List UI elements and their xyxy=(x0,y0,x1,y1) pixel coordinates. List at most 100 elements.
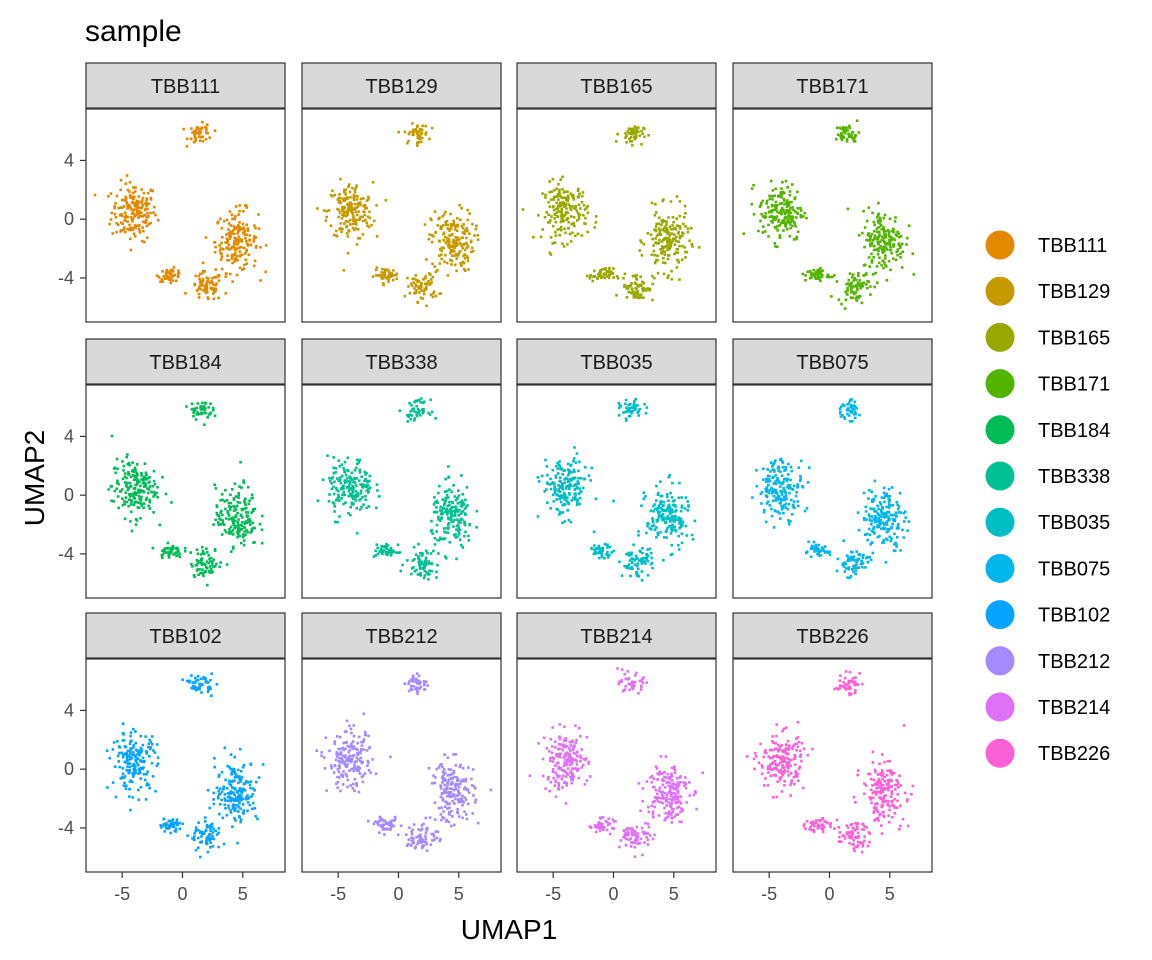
data-point xyxy=(218,244,221,247)
data-point xyxy=(135,475,138,478)
data-point xyxy=(236,232,239,235)
data-point xyxy=(646,560,650,563)
data-point xyxy=(126,215,129,219)
data-point xyxy=(838,407,842,411)
facet-strip-label: TBB111 xyxy=(151,76,220,98)
data-point xyxy=(204,566,208,569)
data-point xyxy=(780,504,783,508)
data-point xyxy=(857,234,861,237)
data-point xyxy=(136,203,140,206)
data-point xyxy=(902,511,906,515)
data-point xyxy=(873,234,877,237)
data-point xyxy=(686,230,690,234)
data-point xyxy=(894,511,898,515)
data-point xyxy=(342,754,345,757)
data-point xyxy=(231,769,235,773)
data-point xyxy=(598,275,602,278)
data-point xyxy=(175,554,178,558)
data-point xyxy=(574,498,577,501)
data-point xyxy=(664,530,668,534)
data-point xyxy=(218,812,221,816)
data-point xyxy=(558,484,562,488)
data-point xyxy=(882,226,885,229)
data-point xyxy=(203,570,207,573)
data-point xyxy=(151,484,155,488)
data-point xyxy=(136,211,139,215)
data-point xyxy=(237,492,240,495)
data-point xyxy=(192,407,196,411)
data-point xyxy=(907,520,911,523)
data-point xyxy=(461,493,464,496)
data-point xyxy=(321,478,325,481)
data-point xyxy=(205,287,209,290)
data-point xyxy=(780,187,783,190)
data-point xyxy=(139,759,142,762)
data-point xyxy=(117,482,120,486)
data-point xyxy=(427,237,431,241)
data-point xyxy=(454,239,457,243)
data-point xyxy=(237,241,240,244)
data-point xyxy=(435,506,438,509)
data-point xyxy=(197,127,200,130)
data-point xyxy=(634,132,638,135)
data-point xyxy=(439,508,442,512)
data-point xyxy=(245,233,248,237)
data-point xyxy=(407,132,411,136)
data-point xyxy=(842,562,845,565)
data-point xyxy=(415,285,418,288)
data-point xyxy=(662,500,666,504)
data-point xyxy=(644,412,648,415)
data-point xyxy=(677,496,681,500)
facet-panel: TBB184 xyxy=(85,338,286,599)
data-point xyxy=(795,491,798,494)
data-point xyxy=(358,218,361,222)
data-point xyxy=(441,498,444,501)
data-point xyxy=(231,519,234,523)
data-point xyxy=(876,235,879,239)
data-point xyxy=(559,205,562,208)
data-point xyxy=(779,485,782,488)
data-point xyxy=(634,407,637,410)
data-point xyxy=(228,210,232,213)
data-point xyxy=(362,748,366,751)
data-point xyxy=(338,196,342,200)
data-point xyxy=(360,475,363,478)
data-point xyxy=(465,242,469,246)
data-point xyxy=(366,224,369,227)
data-point xyxy=(368,216,372,220)
data-point xyxy=(137,788,140,792)
data-point xyxy=(861,565,864,569)
data-point xyxy=(243,539,246,542)
data-point xyxy=(681,524,684,527)
data-point xyxy=(869,507,872,510)
data-point xyxy=(202,562,206,566)
data-point xyxy=(543,490,546,493)
data-point xyxy=(820,546,824,549)
facet-strip-label: TBB102 xyxy=(149,626,221,648)
data-point xyxy=(367,225,371,229)
data-point xyxy=(415,568,418,572)
data-point xyxy=(350,495,354,499)
data-point xyxy=(206,583,209,587)
data-point xyxy=(444,499,447,503)
data-point xyxy=(151,189,154,193)
data-point xyxy=(874,495,877,498)
data-point xyxy=(627,131,631,135)
data-point xyxy=(361,219,365,223)
data-point xyxy=(432,549,435,553)
data-point xyxy=(350,758,353,761)
data-point xyxy=(347,484,351,488)
data-point xyxy=(131,220,134,223)
data-point xyxy=(408,291,412,295)
data-point xyxy=(418,567,422,570)
data-point xyxy=(113,212,117,216)
data-point xyxy=(845,554,849,557)
data-point xyxy=(359,492,363,495)
data-point xyxy=(463,232,467,236)
data-point xyxy=(208,685,212,689)
data-point xyxy=(608,273,611,277)
data-point xyxy=(604,272,607,275)
data-point xyxy=(641,561,645,564)
data-point xyxy=(911,252,915,256)
data-point xyxy=(638,134,642,137)
